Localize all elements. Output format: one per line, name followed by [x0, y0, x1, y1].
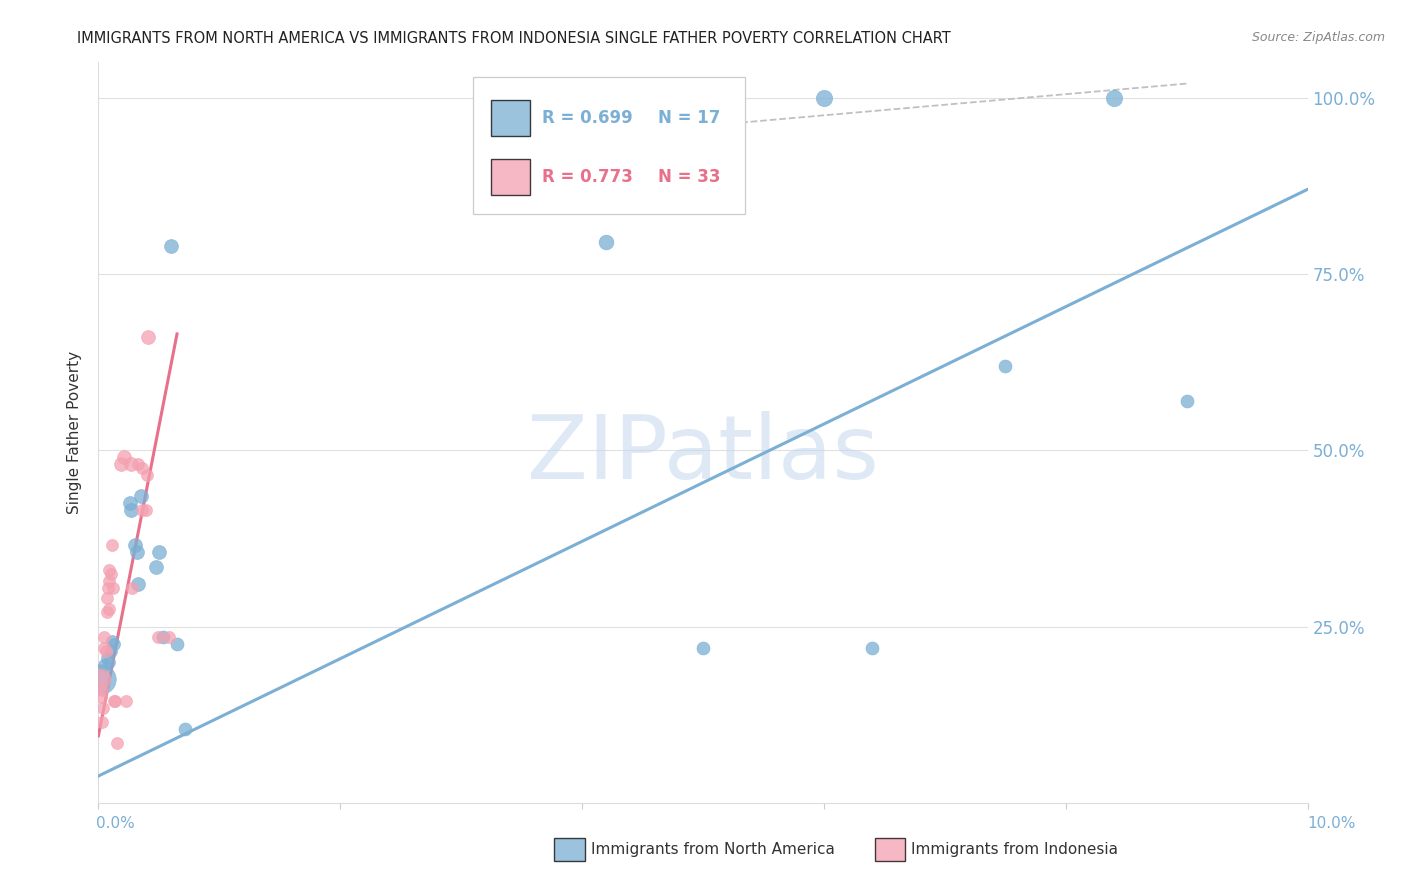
- Point: [131, 503, 153, 517]
- Point: [96, 606, 118, 620]
- Point: [136, 330, 159, 344]
- Text: Immigrants from North America: Immigrants from North America: [591, 842, 834, 856]
- Point: [1175, 393, 1198, 408]
- Point: [160, 239, 183, 253]
- Point: [100, 644, 122, 658]
- Point: [860, 640, 883, 655]
- Text: N = 33: N = 33: [658, 169, 721, 186]
- Point: [100, 633, 122, 648]
- Point: [129, 489, 152, 503]
- Point: [692, 640, 714, 655]
- Point: [124, 538, 146, 552]
- Text: 0.0%: 0.0%: [96, 816, 135, 830]
- Text: Source: ZipAtlas.com: Source: ZipAtlas.com: [1251, 31, 1385, 45]
- Text: R = 0.773: R = 0.773: [543, 169, 633, 186]
- Point: [101, 581, 124, 595]
- Text: ZIPatlas: ZIPatlas: [527, 411, 879, 499]
- Point: [91, 700, 114, 714]
- Point: [96, 651, 118, 665]
- Point: [93, 658, 115, 673]
- Point: [100, 566, 122, 581]
- Point: [89, 673, 111, 687]
- Point: [121, 581, 143, 595]
- FancyBboxPatch shape: [492, 160, 530, 195]
- Point: [100, 538, 122, 552]
- Point: [127, 545, 149, 559]
- Point: [90, 690, 112, 704]
- Point: [98, 655, 121, 669]
- Text: R = 0.699: R = 0.699: [543, 109, 633, 127]
- Point: [174, 722, 197, 736]
- Point: [97, 581, 120, 595]
- Point: [127, 577, 149, 591]
- Point: [118, 496, 141, 510]
- Point: [157, 630, 180, 644]
- Point: [104, 693, 127, 707]
- Text: 10.0%: 10.0%: [1308, 816, 1355, 830]
- Text: IMMIGRANTS FROM NORTH AMERICA VS IMMIGRANTS FROM INDONESIA SINGLE FATHER POVERTY: IMMIGRANTS FROM NORTH AMERICA VS IMMIGRA…: [77, 31, 950, 46]
- Point: [98, 574, 121, 588]
- Point: [595, 235, 617, 250]
- Point: [145, 559, 167, 574]
- Point: [103, 693, 125, 707]
- Point: [1102, 91, 1125, 105]
- Point: [148, 545, 170, 559]
- Point: [91, 714, 114, 729]
- Point: [90, 673, 112, 687]
- Point: [131, 461, 153, 475]
- Point: [135, 467, 157, 482]
- Point: [103, 637, 125, 651]
- Point: [110, 458, 132, 472]
- Point: [127, 458, 149, 472]
- Point: [112, 450, 135, 465]
- Point: [813, 91, 835, 105]
- Point: [994, 359, 1017, 373]
- Point: [91, 683, 114, 698]
- Point: [120, 503, 142, 517]
- Text: Immigrants from Indonesia: Immigrants from Indonesia: [911, 842, 1118, 856]
- Point: [120, 458, 142, 472]
- Point: [166, 637, 188, 651]
- Point: [115, 693, 138, 707]
- Point: [146, 630, 169, 644]
- Point: [96, 591, 118, 606]
- Y-axis label: Single Father Poverty: Single Father Poverty: [67, 351, 83, 514]
- Point: [93, 640, 115, 655]
- Point: [98, 602, 121, 616]
- Point: [98, 563, 121, 577]
- Point: [93, 630, 115, 644]
- Point: [105, 736, 128, 750]
- Point: [94, 644, 117, 658]
- FancyBboxPatch shape: [492, 100, 530, 136]
- Point: [152, 630, 174, 644]
- Point: [135, 503, 157, 517]
- FancyBboxPatch shape: [474, 78, 745, 214]
- Text: N = 17: N = 17: [658, 109, 721, 127]
